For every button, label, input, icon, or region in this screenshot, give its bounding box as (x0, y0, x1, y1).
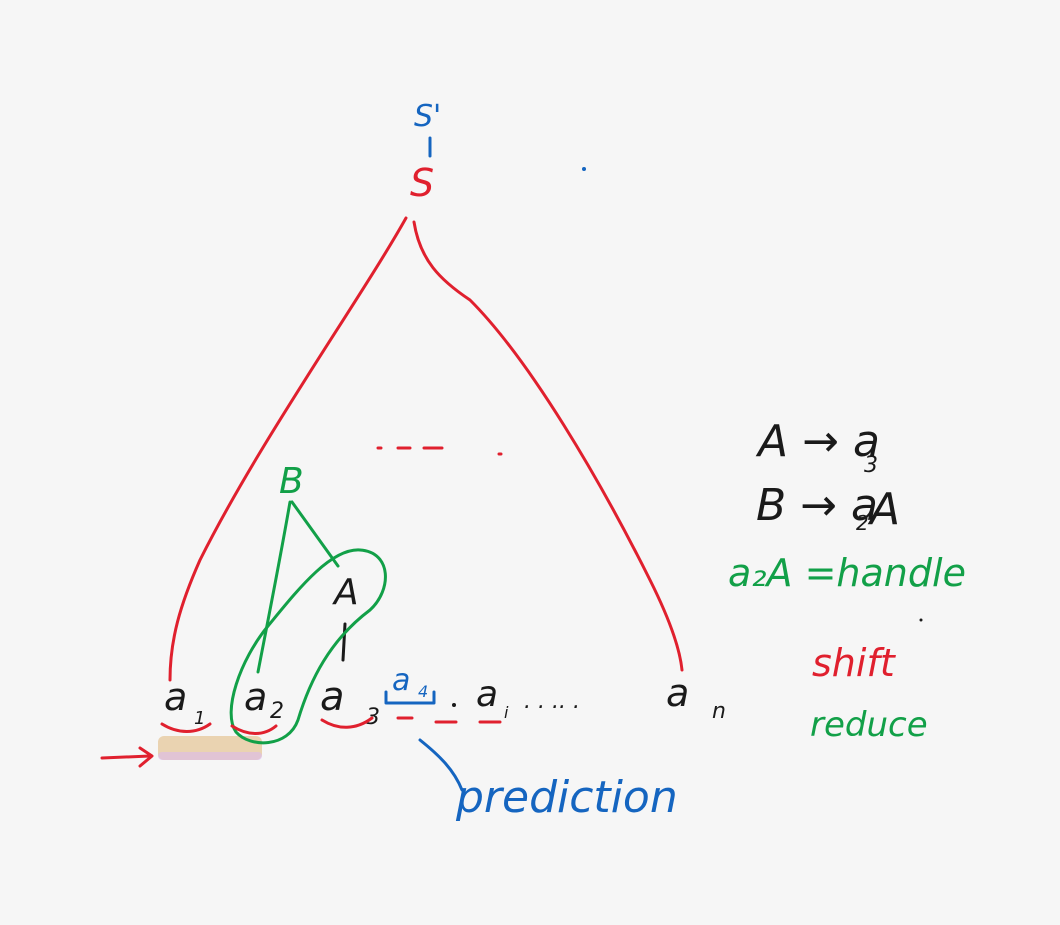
b-to-a-edge (290, 500, 340, 568)
b-to-a2-edge (256, 500, 292, 674)
leaf-a1-sub: 1 (194, 708, 205, 729)
prediction-label: prediction (455, 772, 678, 823)
lookahead-dashes (396, 716, 502, 724)
highlight-region-edge (158, 752, 262, 760)
a-node: A (332, 572, 359, 613)
rule-a-left: A → a (755, 416, 880, 467)
position-arrow (100, 746, 154, 768)
rule-b-right: A (867, 484, 900, 535)
prediction-connector (418, 738, 464, 792)
leaf-ai-sub: i (504, 703, 509, 722)
leaf-an: a (666, 671, 689, 715)
a-to-a3-edge (341, 622, 347, 662)
rule-a-sub: 3 (864, 453, 878, 478)
leaf-dots: . . .. . (524, 689, 580, 714)
handle-loop (229, 548, 387, 745)
s-prime-node: S' (414, 99, 441, 134)
leaf-a2-sub: 2 (270, 699, 284, 724)
lookahead-dot (452, 703, 456, 707)
rule-b-sub: 2 (856, 511, 869, 535)
b-node: B (279, 461, 304, 502)
tree-left-edge (168, 216, 408, 682)
handle-label: a₂A =handle (728, 551, 966, 595)
s-node: S (410, 161, 434, 205)
tree-right-edge (412, 220, 684, 672)
stray-dot-small (919, 618, 923, 622)
legend-reduce: reduce (810, 705, 928, 745)
legend-shift: shift (812, 641, 897, 685)
leaf-a4-bracket (384, 690, 436, 705)
leaf-a4-sub: 4 (418, 682, 428, 701)
leaf-a3: a (320, 674, 345, 720)
tree-middle-dashes (376, 446, 503, 456)
leaf-ai: a (476, 674, 498, 715)
leaf-an-sub: n (712, 699, 726, 724)
leaf-a1: a (164, 675, 187, 719)
leaf-a2: a (244, 675, 267, 719)
shift-underline-a1 (160, 722, 212, 733)
rule-b-left: B → a (756, 480, 878, 531)
leaf-a4: a (392, 663, 410, 698)
shift-underline-a2 (230, 724, 278, 735)
stray-dot-blue (582, 167, 586, 171)
shift-underline-a3 (320, 716, 374, 729)
